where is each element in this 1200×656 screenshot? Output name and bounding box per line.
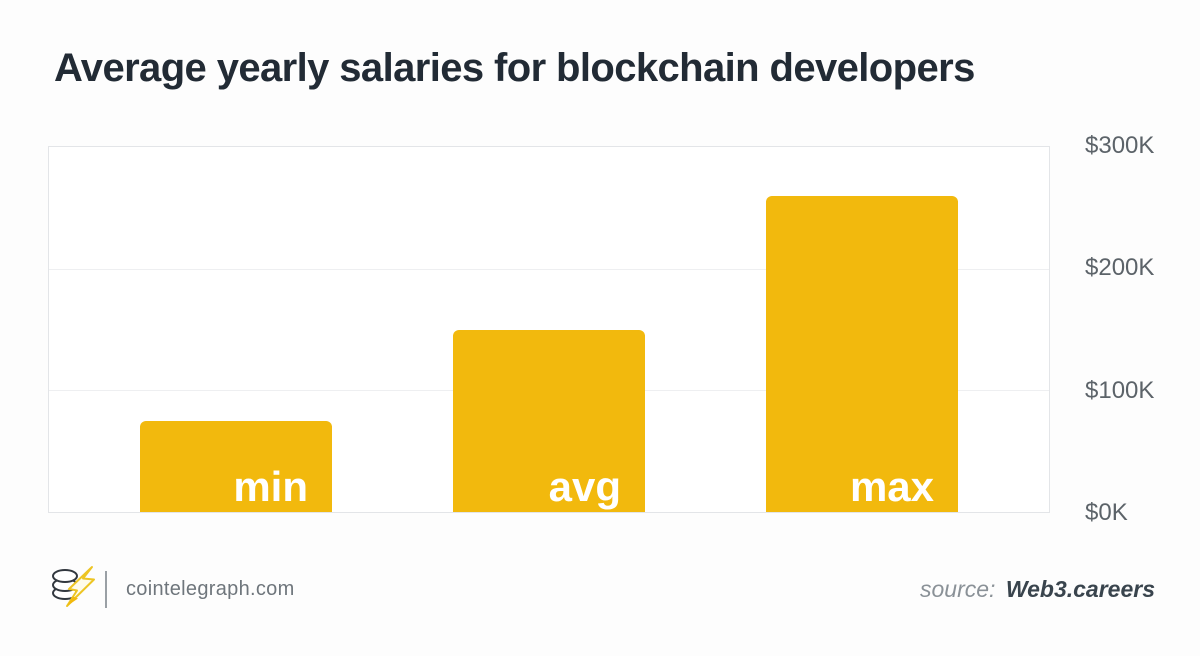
y-tick-300k: $300K (1085, 132, 1155, 159)
source-name: Web3.careers (1005, 575, 1155, 602)
bar-group: min avg max (49, 147, 1049, 512)
cointelegraph-logo-icon (48, 564, 98, 615)
brand-name: cointelegraph.com (126, 577, 295, 600)
plot-area: min avg max (48, 146, 1050, 513)
footer-divider (105, 570, 107, 608)
y-tick-100k: $100K (1085, 376, 1155, 404)
footer: cointelegraph.com source: Web3.careers (48, 564, 1155, 615)
y-axis: $0K $100K $200K $300K (1050, 132, 1200, 526)
bar-min: min (140, 420, 332, 512)
bar-avg: avg (453, 329, 645, 512)
bar-label-avg: avg (548, 463, 621, 510)
bar-label-min: min (233, 463, 308, 510)
y-tick-200k: $200K (1085, 254, 1155, 282)
bar-max: max (766, 195, 958, 512)
source-credit: source: Web3.careers (920, 576, 1155, 603)
y-tick-0k: $0K (1085, 499, 1128, 526)
gridline-200k (49, 268, 1049, 270)
bar-label-max: max (849, 463, 934, 510)
chart-title: Average yearly salaries for blockchain d… (54, 46, 975, 90)
source-prefix: source: (919, 575, 996, 602)
